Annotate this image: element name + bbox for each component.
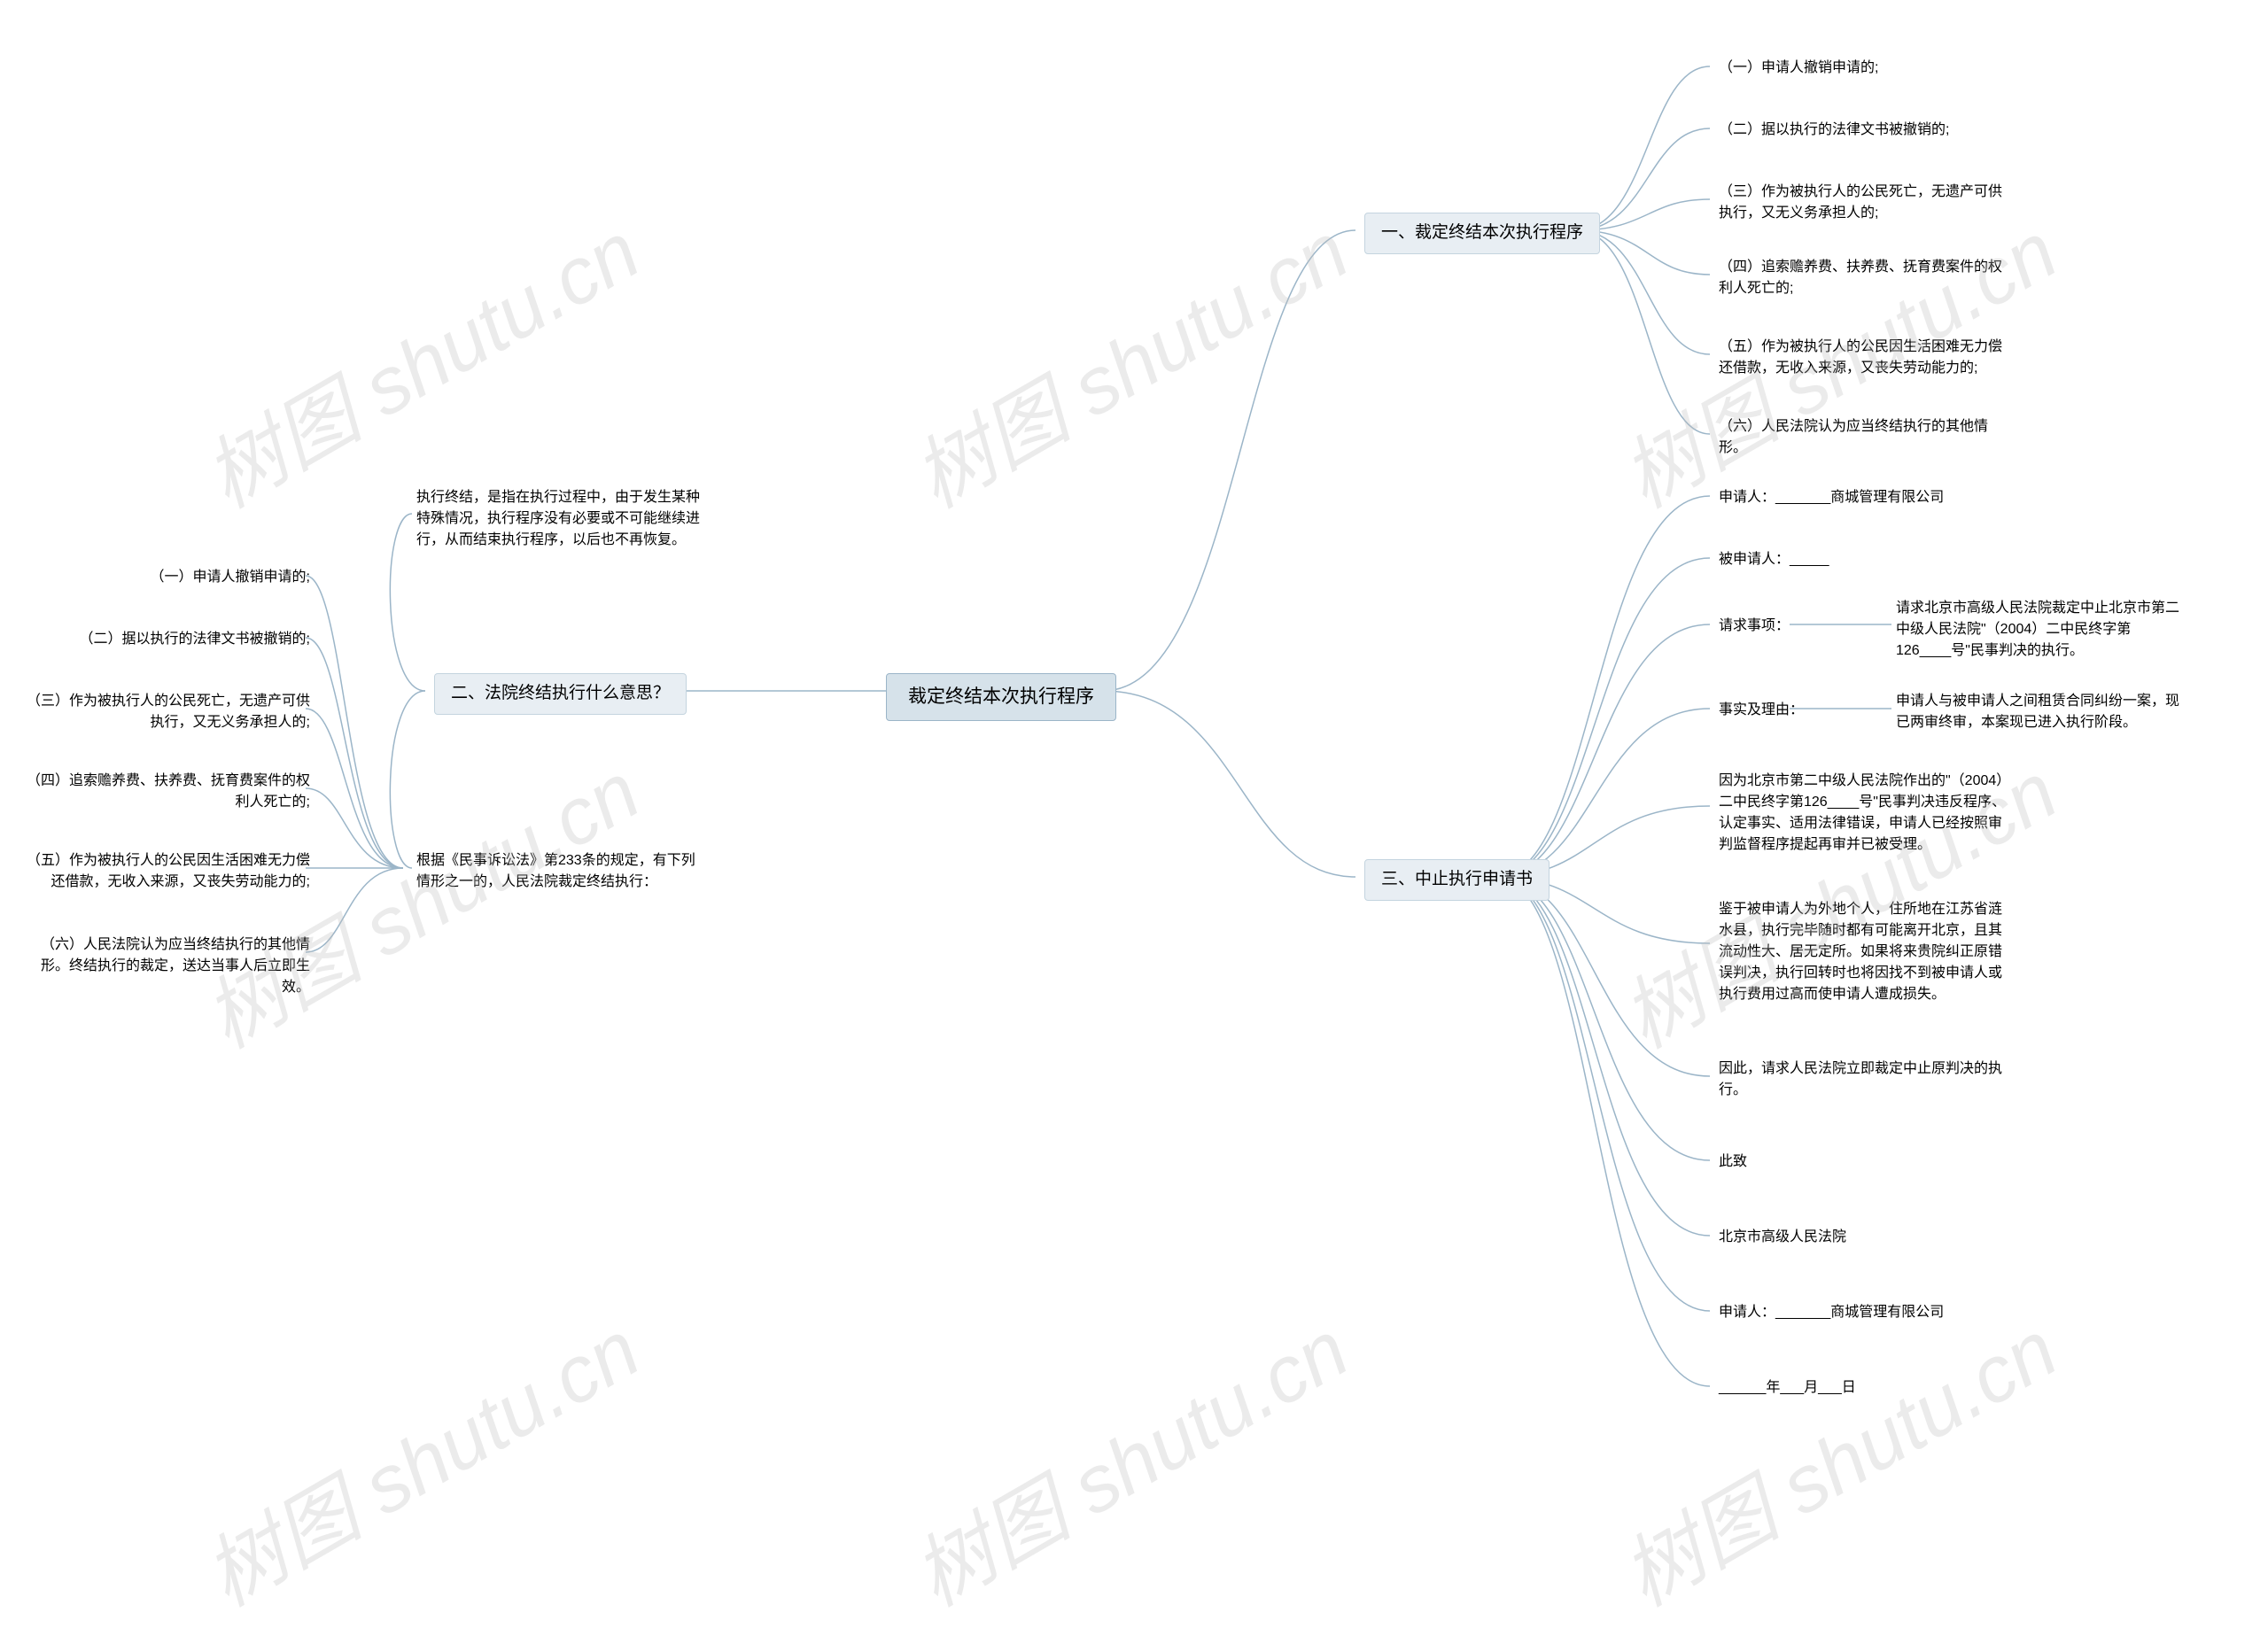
branch-2-leaf-2: （二）据以执行的法律文书被撤销的; bbox=[49, 629, 310, 650]
branch-2-leaf-6: （六）人民法院认为应当终结执行的其他情形。终结执行的裁定，送达当事人后立即生效。 bbox=[22, 934, 310, 998]
branch-2-leaf-3: （三）作为被执行人的公民死亡，无遗产可供执行，又无义务承担人的; bbox=[22, 691, 310, 733]
branch-3-leaf-6: 鉴于被申请人为外地个人，住所地在江苏省涟水县，执行完毕随时都有可能离开北京，且其… bbox=[1719, 899, 2011, 1005]
branch-1[interactable]: 一、裁定终结本次执行程序 bbox=[1364, 213, 1600, 254]
branch-3-leaf-3-detail: 请求北京市高级人民法院裁定中止北京市第二中级人民法院"（2004）二中民终字第1… bbox=[1896, 598, 2179, 662]
branch-2-sub-1: 执行终结，是指在执行过程中，由于发生某种特殊情况，执行程序没有必要或不可能继续进… bbox=[416, 487, 700, 551]
branch-3-label: 三、中止执行申请书 bbox=[1381, 870, 1533, 888]
branch-2-sub-2: 根据《民事诉讼法》第233条的规定，有下列情形之一的，人民法院裁定终结执行： bbox=[416, 850, 700, 893]
watermark: 树图 shutu.cn bbox=[181, 188, 656, 529]
branch-3-leaf-2: 被申请人：_____ bbox=[1719, 549, 1829, 570]
branch-1-leaf-4: （四）追索赡养费、扶养费、抚育费案件的权利人死亡的; bbox=[1719, 257, 2011, 299]
branch-1-leaf-3: （三）作为被执行人的公民死亡，无遗产可供执行，又无义务承担人的; bbox=[1719, 182, 2011, 224]
branch-3-leaf-9: 北京市高级人民法院 bbox=[1719, 1227, 1846, 1248]
branch-2-leaf-5: （五）作为被执行人的公民因生活困难无力偿还借款，无收入来源，又丧失劳动能力的; bbox=[22, 850, 310, 893]
branch-1-leaf-2: （二）据以执行的法律文书被撤销的; bbox=[1719, 120, 1949, 141]
branch-3-leaf-1: 申请人：_______商城管理有限公司 bbox=[1719, 487, 1944, 508]
branch-3-leaf-7: 因此，请求人民法院立即裁定中止原判决的执行。 bbox=[1719, 1058, 2011, 1101]
branch-3-leaf-5: 因为北京市第二中级人民法院作出的"（2004）二中民终字第126____号"民事… bbox=[1719, 771, 2011, 856]
root-label: 裁定终结本次执行程序 bbox=[908, 686, 1094, 707]
branch-1-leaf-6: （六）人民法院认为应当终结执行的其他情形。 bbox=[1719, 416, 2011, 459]
branch-3-leaf-3-label: 请求事项： bbox=[1719, 616, 1790, 637]
branch-1-leaf-5: （五）作为被执行人的公民因生活困难无力偿还借款，无收入来源，又丧失劳动能力的; bbox=[1719, 337, 2011, 379]
root-node[interactable]: 裁定终结本次执行程序 bbox=[886, 673, 1116, 721]
watermark: 树图 shutu.cn bbox=[181, 1286, 656, 1627]
branch-1-label: 一、裁定终结本次执行程序 bbox=[1381, 223, 1583, 242]
branch-2[interactable]: 二、法院终结执行什么意思？ bbox=[434, 673, 687, 715]
branch-3-leaf-4-label: 事实及理由： bbox=[1719, 700, 1804, 721]
watermark: 树图 shutu.cn bbox=[889, 188, 1365, 529]
branch-2-leaf-1: （一）申请人撤销申请的; bbox=[89, 567, 310, 588]
branch-3-leaf-4-detail: 申请人与被申请人之间租赁合同纠纷一案，现已两审终审，本案现已进入执行阶段。 bbox=[1896, 691, 2179, 733]
watermark: 树图 shutu.cn bbox=[1598, 1286, 2074, 1627]
branch-3[interactable]: 三、中止执行申请书 bbox=[1364, 859, 1550, 901]
branch-3-leaf-11: ______年___月___日 bbox=[1719, 1377, 1856, 1399]
branch-1-leaf-1: （一）申请人撤销申请的; bbox=[1719, 58, 1878, 79]
branch-2-leaf-4: （四）追索赡养费、扶养费、抚育费案件的权利人死亡的; bbox=[22, 771, 310, 813]
branch-2-label: 二、法院终结执行什么意思？ bbox=[451, 684, 670, 702]
watermark: 树图 shutu.cn bbox=[889, 1286, 1365, 1627]
branch-3-leaf-10: 申请人：_______商城管理有限公司 bbox=[1719, 1302, 1944, 1323]
branch-3-leaf-8: 此致 bbox=[1719, 1151, 1747, 1173]
